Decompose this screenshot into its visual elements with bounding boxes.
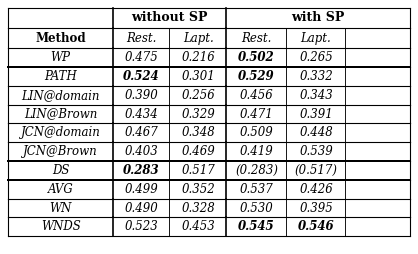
- Text: 0.539: 0.539: [299, 145, 333, 158]
- Text: 0.524: 0.524: [123, 70, 160, 83]
- Text: 0.390: 0.390: [125, 89, 158, 102]
- Text: DS: DS: [52, 164, 69, 177]
- Text: 0.403: 0.403: [125, 145, 158, 158]
- Text: WN: WN: [49, 201, 72, 215]
- Text: 0.453: 0.453: [182, 220, 215, 233]
- Text: JCN@Brown: JCN@Brown: [23, 145, 98, 158]
- Text: 0.426: 0.426: [299, 183, 333, 196]
- Text: WP: WP: [51, 51, 71, 64]
- Text: 0.490: 0.490: [125, 201, 158, 215]
- Text: 0.343: 0.343: [299, 89, 333, 102]
- Text: 0.529: 0.529: [238, 70, 275, 83]
- Text: 0.499: 0.499: [125, 183, 158, 196]
- Text: LIN@domain: LIN@domain: [21, 89, 100, 102]
- Text: JCN@domain: JCN@domain: [20, 126, 101, 139]
- Text: AVG: AVG: [48, 183, 74, 196]
- Text: 0.530: 0.530: [240, 201, 273, 215]
- Text: 0.265: 0.265: [299, 51, 333, 64]
- Text: 0.301: 0.301: [182, 70, 215, 83]
- Text: 0.475: 0.475: [125, 51, 158, 64]
- Text: (0.517): (0.517): [295, 164, 337, 177]
- Text: Rest.: Rest.: [242, 31, 272, 45]
- Text: PATH: PATH: [44, 70, 77, 83]
- Text: 0.502: 0.502: [238, 51, 275, 64]
- Text: 0.448: 0.448: [299, 126, 333, 139]
- Text: 0.419: 0.419: [240, 145, 273, 158]
- Text: 0.348: 0.348: [182, 126, 215, 139]
- Text: Rest.: Rest.: [126, 31, 156, 45]
- Text: Lapt.: Lapt.: [183, 31, 214, 45]
- Text: Lapt.: Lapt.: [301, 31, 331, 45]
- Text: 0.352: 0.352: [182, 183, 215, 196]
- Text: 0.395: 0.395: [299, 201, 333, 215]
- Text: 0.332: 0.332: [299, 70, 333, 83]
- Text: 0.216: 0.216: [182, 51, 215, 64]
- Text: with SP: with SP: [291, 11, 344, 24]
- Text: 0.471: 0.471: [240, 107, 273, 121]
- Text: 0.467: 0.467: [125, 126, 158, 139]
- Text: 0.329: 0.329: [182, 107, 215, 121]
- Text: 0.545: 0.545: [238, 220, 275, 233]
- Text: 0.328: 0.328: [182, 201, 215, 215]
- Text: without SP: without SP: [131, 11, 208, 24]
- Text: 0.434: 0.434: [125, 107, 158, 121]
- Text: LIN@Brown: LIN@Brown: [24, 107, 97, 121]
- Text: 0.537: 0.537: [240, 183, 273, 196]
- Text: WNDS: WNDS: [41, 220, 81, 233]
- Text: 0.523: 0.523: [125, 220, 158, 233]
- Text: 0.509: 0.509: [240, 126, 273, 139]
- Text: 0.456: 0.456: [240, 89, 273, 102]
- Text: Method: Method: [35, 31, 86, 45]
- Text: 0.517: 0.517: [182, 164, 215, 177]
- Text: 0.256: 0.256: [182, 89, 215, 102]
- Text: 0.283: 0.283: [123, 164, 160, 177]
- Text: 0.469: 0.469: [182, 145, 215, 158]
- Text: 0.546: 0.546: [298, 220, 334, 233]
- Text: (0.283): (0.283): [235, 164, 278, 177]
- Text: 0.391: 0.391: [299, 107, 333, 121]
